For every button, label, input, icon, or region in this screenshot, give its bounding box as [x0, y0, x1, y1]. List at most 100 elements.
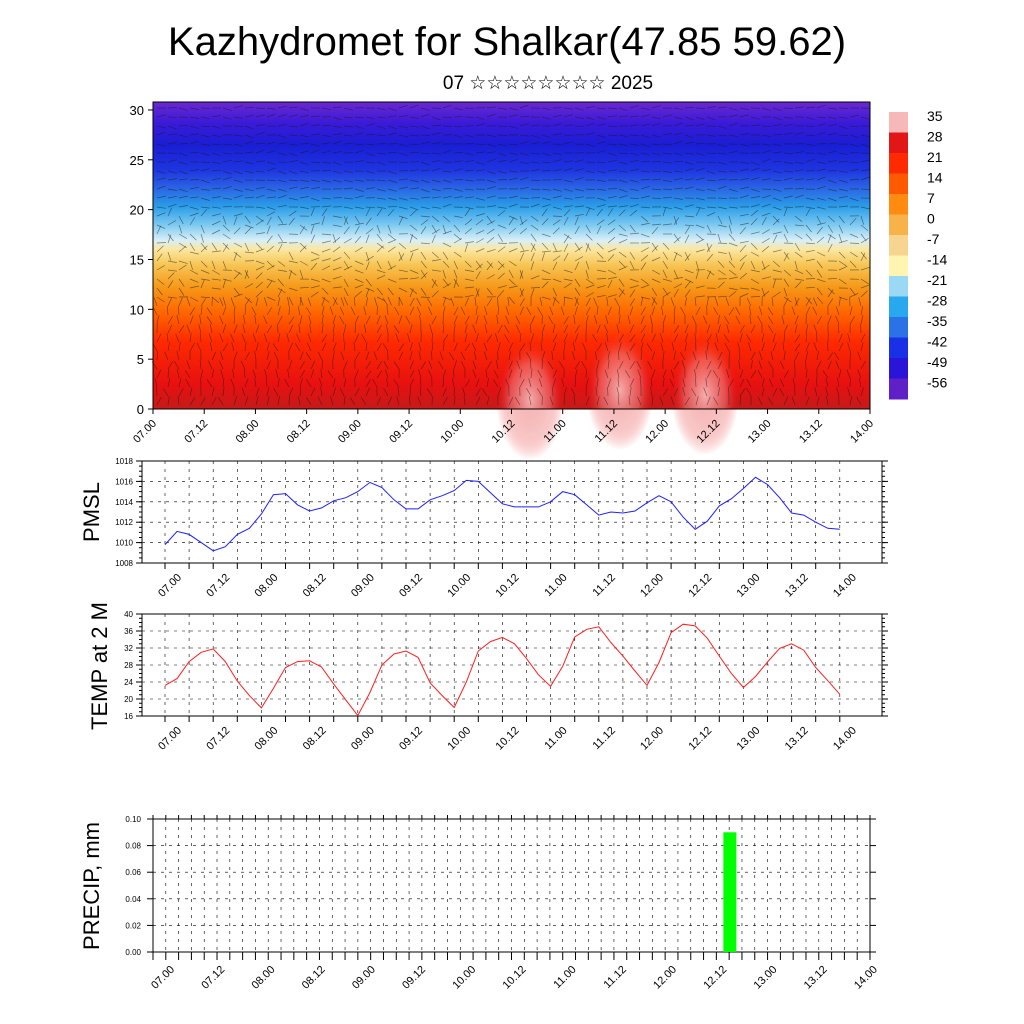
colorbar-label-4: 7: [927, 190, 935, 206]
pmsl-xlabel-3: 08.12: [301, 572, 329, 600]
precip-xlabel-1: 07.12: [199, 964, 227, 992]
heatmap-xlabel-1: 07.12: [182, 418, 210, 446]
colorbar-label-10: -35: [927, 313, 947, 329]
precip-xlabel-12: 13.00: [752, 964, 780, 992]
colorbar-swatch-0: [889, 112, 908, 133]
colorbar-swatch-13: [889, 378, 908, 400]
precip-xlabel-7: 10.12: [501, 964, 529, 992]
heatmap-ytick-label-6: 30: [130, 103, 144, 118]
heatmap-xlabel-4: 09.00: [336, 418, 364, 446]
colorbar-swatch-11: [889, 337, 908, 359]
pmsl-xlabel-8: 11.00: [542, 572, 569, 599]
pmsl-xlabel-1: 07.12: [204, 572, 232, 600]
colorbar-label-6: -7: [927, 231, 940, 247]
colorbar-swatch-1: [889, 132, 908, 154]
colorbar-label-0: 35: [927, 108, 943, 124]
pmsl-xlabel-7: 10.12: [494, 572, 522, 600]
pmsl-ylabel: PMSL: [79, 482, 104, 542]
colorbar-label-2: 21: [927, 149, 943, 165]
colorbar-swatch-5: [889, 214, 908, 236]
heatmap-xlabel-2: 08.00: [234, 418, 262, 446]
pmsl-xlabel-11: 12.12: [686, 572, 714, 600]
pmsl-panel-ytick-label-4: 1016: [115, 477, 133, 486]
pmsl-xlabel-13: 13.12: [783, 572, 811, 600]
precip-xlabel-2: 08.00: [250, 964, 278, 992]
heatmap-ytick-label-3: 15: [130, 252, 144, 267]
temp-xlabel-7: 10.12: [494, 725, 522, 753]
temp-xlabel-10: 12.00: [638, 725, 666, 753]
colorbar-swatch-10: [889, 317, 908, 338]
pmsl-panel-ytick-label-3: 1014: [115, 498, 133, 507]
heatmap-xlabel-5: 09.12: [387, 418, 415, 446]
pmsl-panel-grid: [142, 460, 882, 564]
warm-spot-1: [586, 330, 654, 450]
pmsl-xlabel-0: 07.00: [156, 572, 184, 600]
temp-panel-ytick-label-6: 40: [124, 610, 133, 619]
temp-xlabel-9: 11.12: [591, 725, 618, 752]
temp-xlabel-3: 08.12: [301, 725, 329, 753]
temp-xlabel-12: 13.00: [735, 725, 763, 753]
temp-panel-ytick-label-5: 36: [124, 627, 133, 636]
heatmap-ytick-label-4: 20: [130, 203, 144, 218]
temp-xlabel-11: 12.12: [686, 725, 714, 753]
page-subtitle: 07 ☆☆☆☆☆☆☆☆ 2025: [442, 73, 654, 94]
pmsl-xlabel-9: 11.12: [591, 572, 618, 599]
temp-xlabel-8: 11.00: [542, 725, 569, 752]
pmsl-panel-ytick-label-2: 1012: [115, 518, 133, 527]
temp-series-line: [164, 623, 841, 717]
colorbar-swatch-2: [889, 153, 908, 174]
pmsl-xlabel-14: 14.00: [831, 572, 859, 600]
precip-xlabel-5: 09.12: [400, 964, 428, 992]
temp-panel: 16 20 24 28 32 36 40 TEMP at 2 M 07.00 07.12 08.00…: [87, 602, 888, 753]
precip-ytick-label-0: 0.00: [125, 948, 141, 957]
heatmap-ytick-label-2: 10: [130, 302, 144, 317]
colorbar-label-12: -49: [927, 354, 947, 370]
pmsl-panel-ytick-label-1: 1010: [115, 539, 133, 548]
temp-xlabel-4: 09.00: [349, 725, 377, 753]
precip-xlabel-0: 07.00: [149, 964, 177, 992]
temp-ylabel: TEMP at 2 M: [87, 602, 112, 730]
precip-ytick-label-3: 0.06: [125, 868, 141, 877]
pmsl-xlabel-10: 12.00: [638, 572, 666, 600]
precip-xlabel-8: 11.00: [551, 964, 578, 991]
temp-xlabel-2: 08.00: [253, 725, 281, 753]
pmsl-panel-ytick-label-5: 1018: [115, 457, 133, 466]
colorbar-label-8: -21: [927, 272, 947, 288]
precip-xlabel-11: 12.12: [701, 964, 729, 992]
pmsl-xlabel-12: 13.00: [735, 572, 763, 600]
temp-panel-ytick-label-2: 24: [124, 678, 133, 687]
colorbar-swatch-7: [889, 255, 908, 277]
heatmap-xlabel-3: 08.12: [285, 418, 313, 446]
pmsl-panel-ytick-label-0: 1008: [115, 559, 133, 568]
precip-xlabel-6: 10.00: [450, 964, 478, 992]
precip-xlabel-10: 12.00: [651, 964, 679, 992]
heatmap-ytick-label-1: 5: [137, 352, 144, 367]
colorbar-label-1: 28: [927, 129, 943, 145]
precip-ytick-label-4: 0.08: [125, 842, 141, 851]
temp-panel-ytick-label-1: 20: [124, 695, 133, 704]
warm-spot-2: [671, 335, 739, 455]
temp-panel-ytick-label-3: 28: [124, 661, 133, 670]
pmsl-xlabel-4: 09.00: [349, 572, 377, 600]
heatmap-ytick-label-5: 25: [130, 153, 144, 168]
temp-xlabel-0: 07.00: [156, 725, 184, 753]
pmsl-xlabel-5: 09.12: [397, 572, 425, 600]
precip-grid: [153, 818, 870, 953]
colorbar-label-7: -14: [927, 252, 947, 268]
colorbar-label-9: -28: [927, 293, 947, 309]
colorbar-label-11: -42: [927, 334, 947, 350]
page-title: Kazhydromet for Shalkar(47.85 59.62): [167, 20, 847, 64]
colorbar-swatch-6: [889, 235, 908, 256]
colorbar: 35 28 21 14 7 0 -7 -14 -21 -28 -35 -42 -49 -56: [889, 108, 947, 400]
heatmap-xlabel-6: 10.00: [438, 418, 466, 446]
colorbar-swatch-8: [889, 276, 908, 297]
precip-xlabel-4: 09.00: [350, 964, 378, 992]
precip-bar-0: [723, 832, 737, 952]
pmsl-xlabel-2: 08.00: [253, 572, 281, 600]
colorbar-swatch-3: [889, 173, 908, 195]
precip-ytick-label-5: 0.10: [125, 815, 141, 824]
precip-xlabel-9: 11.12: [602, 964, 629, 991]
precip-panel: 0.00 0.02 0.04 0.06 0.08 0.10 PRECIP, mm 07.00 0…: [79, 815, 880, 992]
colorbar-swatch-4: [889, 194, 908, 215]
